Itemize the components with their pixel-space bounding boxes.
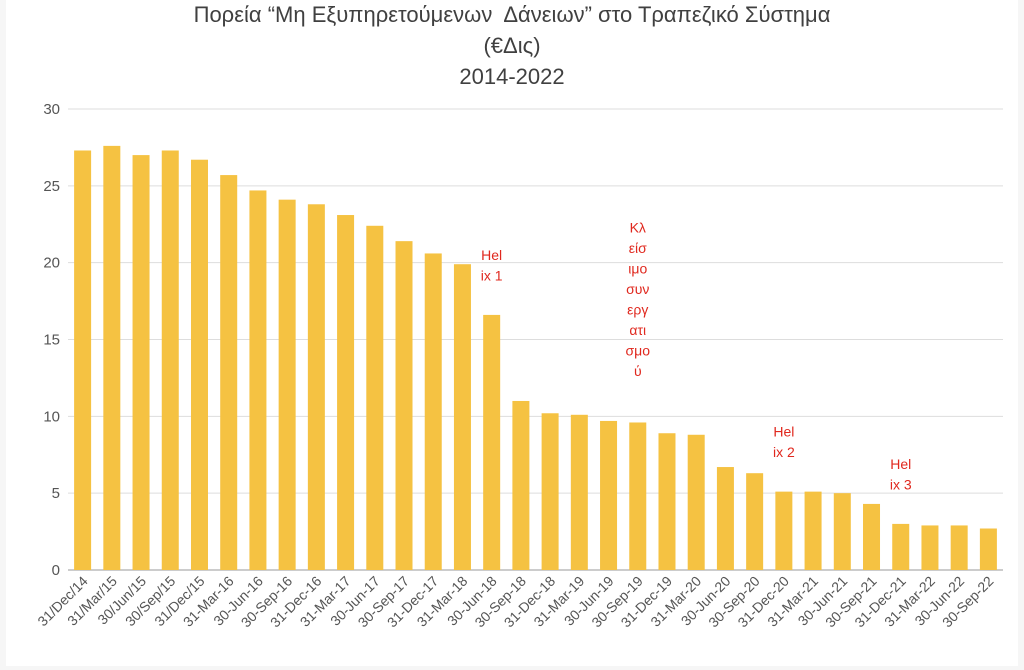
bar — [161, 150, 179, 571]
y-tick-label: 5 — [52, 485, 60, 502]
bar — [775, 491, 793, 570]
y-tick-label: 20 — [43, 255, 60, 272]
bar — [132, 155, 150, 570]
y-tick-label: 25 — [43, 178, 60, 195]
chart-title-line-2: (€Δις) — [483, 33, 541, 58]
annotation-label: ix 1 — [481, 267, 503, 283]
annotation-label: συν — [626, 281, 649, 297]
bar — [979, 528, 997, 570]
bar — [103, 145, 121, 570]
y-tick-label: 10 — [43, 408, 60, 425]
gridlines — [68, 108, 1003, 571]
bar — [249, 190, 267, 570]
annotation-label: Hel — [481, 247, 502, 263]
bar — [74, 150, 92, 571]
y-tick-label: 15 — [43, 332, 60, 349]
annotation-label: ατι — [629, 322, 646, 338]
annotation-label: Hel — [890, 456, 911, 472]
bar — [600, 420, 618, 570]
bar — [220, 175, 238, 570]
bar — [190, 159, 208, 570]
bars — [74, 145, 997, 571]
bar — [863, 503, 881, 570]
y-tick-label: 0 — [52, 562, 60, 579]
y-tick-label: 30 — [43, 101, 60, 118]
bar — [687, 434, 705, 570]
bar — [950, 525, 968, 570]
bar — [453, 264, 471, 570]
bar — [921, 525, 939, 570]
bar — [716, 467, 734, 570]
annotation-label: ιμο — [628, 260, 647, 276]
bar — [892, 523, 910, 570]
annotation-label: σμο — [626, 342, 651, 358]
bar — [278, 199, 296, 570]
chart-title-line-1: Πορεία “Μη Εξυπηρετούμενων Δάνειων” στο … — [193, 2, 831, 27]
annotation-label: ύ — [634, 363, 642, 379]
bar — [395, 241, 413, 571]
annotations: Hel ix 1 Κλ είσ ιμο συν εργ ατι σμο ύ Hel ix 2 Hel ix… — [481, 219, 912, 492]
bar — [629, 422, 647, 570]
bar — [307, 204, 325, 571]
bar — [804, 491, 822, 570]
annotation-label: ix 3 — [890, 476, 912, 492]
bar — [658, 433, 676, 570]
bar — [541, 413, 559, 570]
bar — [512, 400, 530, 570]
chart-title-line-3: 2014-2022 — [459, 64, 565, 89]
bar — [424, 253, 442, 571]
annotation-label: Κλ — [630, 219, 646, 235]
annotation-label: ix 2 — [773, 444, 795, 460]
y-axis-ticks: 0 5 10 15 20 25 30 — [43, 101, 60, 579]
bar — [366, 225, 384, 570]
annotation-label: είσ — [629, 240, 647, 256]
annotation-label: Hel — [773, 424, 794, 440]
bar — [483, 314, 501, 570]
annotation-label: εργ — [627, 301, 648, 317]
bar — [746, 473, 764, 570]
bar — [337, 215, 355, 570]
x-axis-ticks: 31/Dec/1431/Mar/1530/Jun/1530/Sep/1531/D… — [34, 573, 996, 631]
bar — [570, 414, 588, 570]
bar — [833, 493, 851, 570]
